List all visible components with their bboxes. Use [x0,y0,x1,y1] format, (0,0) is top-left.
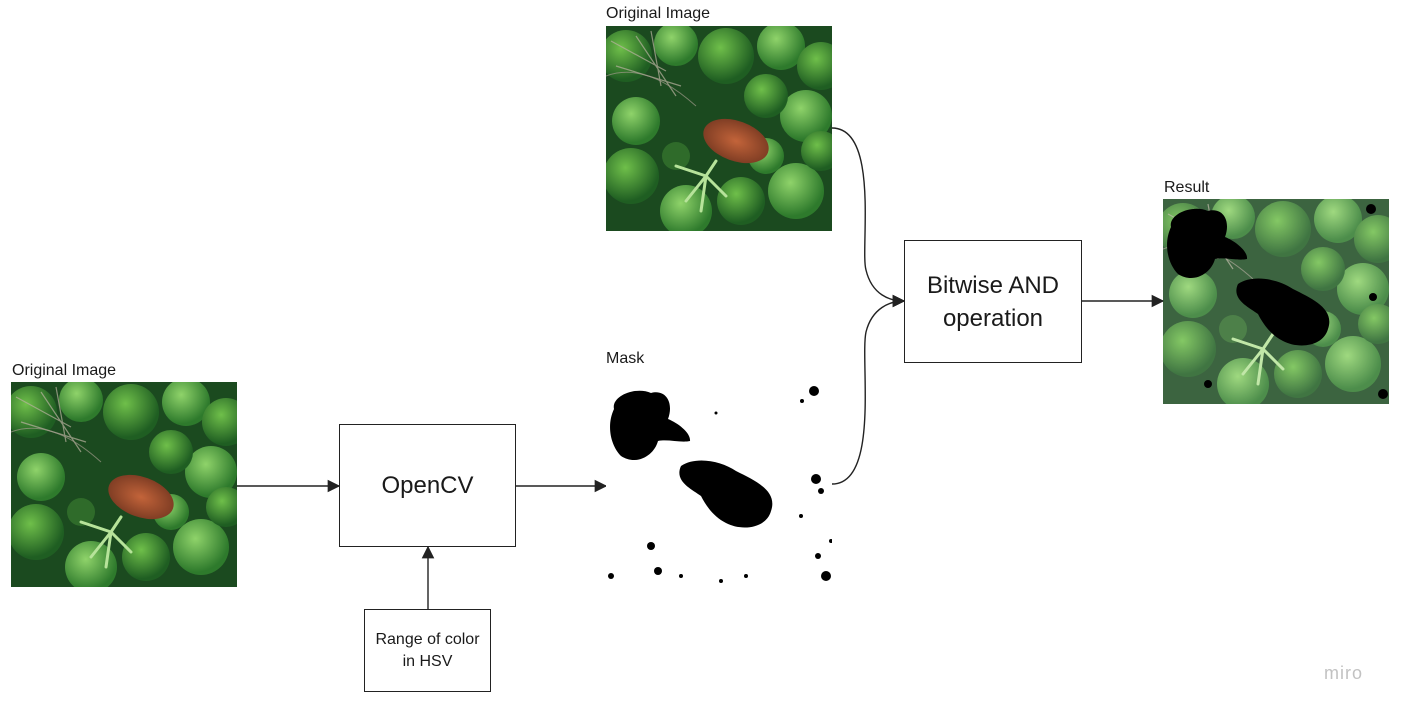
original-image-top-label: Original Image [606,5,711,22]
result-image [1163,199,1389,404]
original-image-top [606,26,832,231]
mask-image [606,381,832,586]
hsv-range-node: Range of color in HSV [364,609,491,692]
original-image-left-label: Original Image [12,362,117,379]
bitwise-and-node: Bitwise AND operation [904,240,1082,363]
original-image-left [11,382,237,587]
edge-mask-to-bitwise [831,294,906,485]
opencv-node: OpenCV [339,424,516,547]
mask-label: Mask [606,350,645,367]
edge-original-to-bitwise [831,127,906,308]
miro-watermark: miro [1324,663,1363,683]
result-label: Result [1164,179,1210,196]
